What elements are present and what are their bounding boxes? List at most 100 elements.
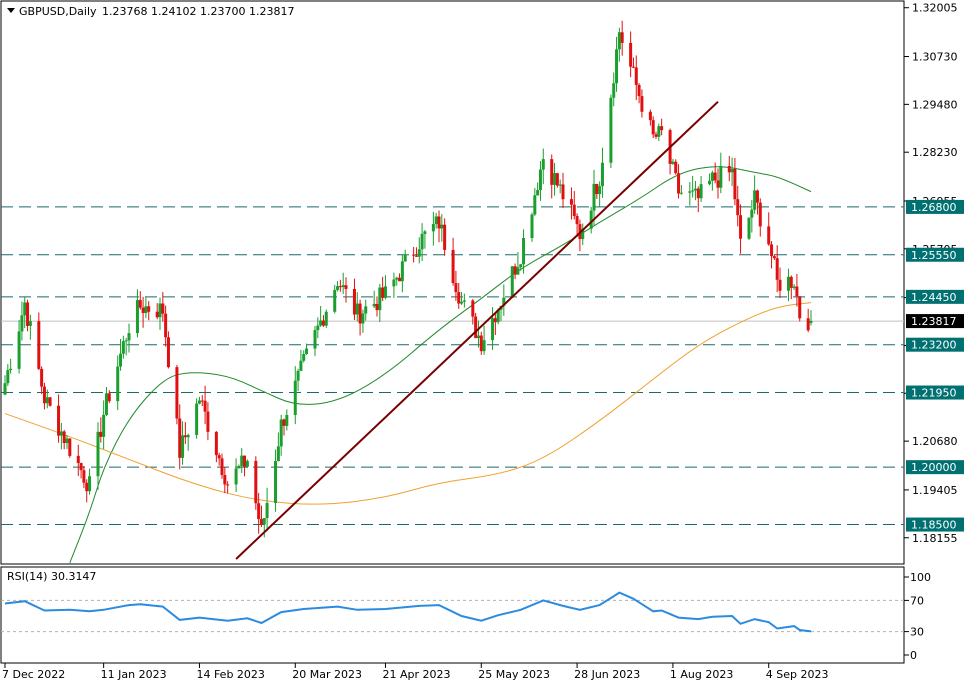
candle — [324, 309, 328, 328]
candle — [657, 123, 661, 142]
candle — [482, 325, 486, 355]
price-tick-label: 1.29480 — [912, 98, 958, 111]
candle — [403, 249, 407, 262]
ma-fast-line — [69, 166, 812, 564]
level-label: 1.24450 — [906, 289, 964, 304]
time-tick-label: 25 May 2023 — [478, 668, 550, 681]
candle — [739, 204, 743, 254]
svg-text:1.21950: 1.21950 — [911, 387, 957, 400]
candle — [45, 389, 49, 409]
candle — [462, 293, 466, 308]
candle — [20, 301, 24, 341]
rsi-tick-label: 100 — [910, 571, 931, 584]
candle — [155, 303, 159, 320]
candle — [420, 223, 424, 262]
candle — [299, 349, 303, 372]
candle — [431, 211, 435, 246]
candle — [200, 395, 204, 407]
candle — [708, 173, 712, 186]
candle — [226, 481, 230, 494]
dropdown-triangle-icon[interactable] — [7, 8, 15, 13]
candle — [166, 331, 170, 369]
candle — [795, 274, 799, 307]
candle — [770, 241, 774, 269]
price-tick-label: 1.20680 — [912, 435, 958, 448]
candle — [671, 159, 675, 165]
price-tick-label: 1.32005 — [912, 2, 958, 15]
candle — [378, 284, 382, 323]
rsi-axis: 100 70 30 0 — [904, 571, 931, 662]
candle — [710, 170, 714, 191]
candle — [719, 152, 723, 194]
candle — [575, 213, 579, 235]
candle — [144, 296, 148, 319]
candle — [522, 229, 526, 274]
candle — [778, 267, 782, 298]
candle — [220, 453, 224, 479]
candle — [82, 465, 86, 489]
current-price-label: 1.23817 — [906, 314, 964, 329]
candle — [581, 223, 585, 245]
candle — [457, 283, 461, 309]
candle — [358, 299, 362, 336]
candle — [423, 230, 427, 249]
time-tick-label: 21 Apr 2023 — [382, 668, 450, 681]
rsi-tick-label: 30 — [910, 626, 924, 639]
candle — [412, 246, 416, 263]
candle — [491, 307, 495, 350]
candle — [502, 284, 506, 316]
candle — [336, 281, 340, 292]
trendline[interactable] — [235, 100, 719, 560]
candle — [530, 212, 534, 242]
time-axis: 7 Dec 2022 11 Jan 2023 14 Feb 2023 20 Mar 2… — [2, 663, 828, 681]
candle — [127, 323, 131, 353]
candle — [161, 292, 165, 322]
candle — [76, 444, 80, 477]
candle — [809, 310, 813, 326]
candle — [361, 309, 365, 333]
moving-averages — [4, 166, 812, 564]
candle — [589, 206, 593, 234]
candle — [195, 398, 199, 439]
price-tick-label: 1.28230 — [912, 146, 958, 159]
time-tick-label: 28 Jun 2023 — [574, 668, 640, 681]
candle — [561, 172, 565, 209]
candle — [6, 364, 10, 386]
candle — [758, 198, 762, 237]
candle — [479, 331, 483, 355]
candle — [660, 118, 664, 136]
candle — [65, 435, 69, 450]
candle — [257, 492, 261, 534]
level-label: 1.26800 — [906, 199, 964, 214]
candle — [772, 254, 776, 260]
candle — [674, 159, 678, 175]
candle — [696, 186, 700, 213]
candle — [214, 431, 218, 463]
candle — [727, 155, 731, 182]
candle — [217, 452, 221, 466]
candle — [17, 320, 21, 374]
candle — [443, 218, 447, 256]
candle — [786, 268, 790, 302]
candle — [550, 154, 554, 199]
candle — [634, 55, 638, 101]
candle — [355, 292, 359, 322]
candle — [3, 375, 7, 396]
candle — [733, 157, 737, 206]
candle — [595, 183, 599, 199]
time-tick-label: 7 Dec 2022 — [2, 668, 65, 681]
candle — [59, 422, 63, 450]
candle — [237, 464, 241, 469]
candle — [338, 279, 342, 292]
candle — [375, 296, 379, 317]
candle — [609, 94, 613, 169]
candle — [755, 189, 759, 215]
candle — [305, 343, 309, 355]
candle — [679, 184, 683, 195]
svg-text:1.18500: 1.18500 — [911, 519, 957, 532]
price-tick-label: 1.18155 — [912, 532, 958, 545]
candle — [716, 168, 720, 199]
candle — [186, 433, 190, 451]
level-label: 1.23200 — [906, 337, 964, 352]
